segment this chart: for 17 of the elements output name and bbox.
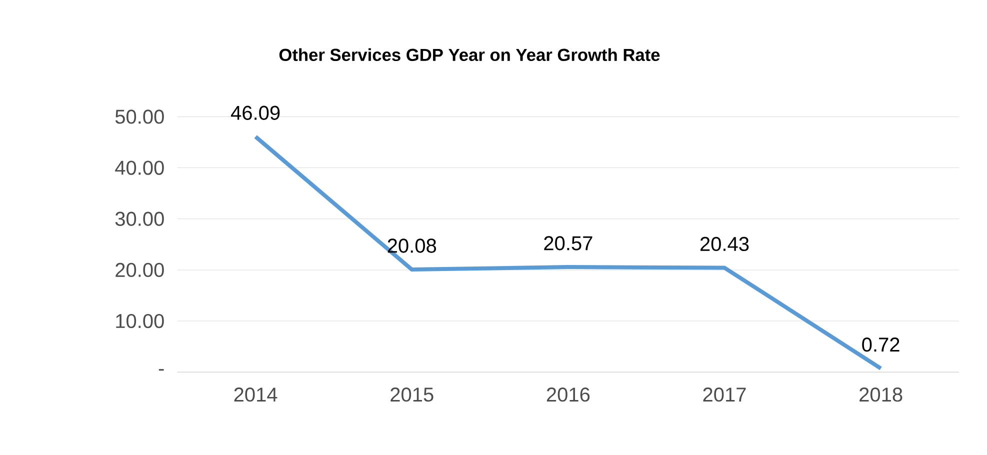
x-tick-label: 2017 [703,388,746,402]
data-label: 46.09 [230,106,280,120]
x-tick-label: 2014 [234,388,278,402]
y-tick-label: - [158,369,164,371]
y-tick-label: 50.00 [115,110,164,124]
data-label: 20.08 [388,238,436,253]
x-tick-label: 2016 [546,388,590,402]
x-tick-label: 2015 [390,388,434,402]
data-label: 20.57 [544,236,592,250]
chart-title: Other Services GDP Year on Year Growth Rate [279,48,660,62]
y-tick-label: 10.00 [116,314,164,328]
y-tick-label: 20.00 [116,262,164,278]
y-tick-label: 40.00 [115,160,164,175]
data-label: 0.72 [862,338,900,352]
data-label: 20.43 [700,236,749,252]
y-tick-label: 30.00 [115,212,164,226]
x-tick-label: 2018 [860,388,902,402]
